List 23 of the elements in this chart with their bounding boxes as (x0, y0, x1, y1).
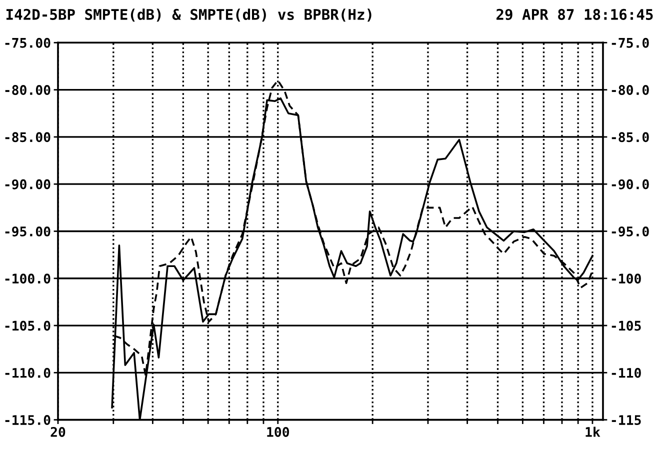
y2-tick-label: -80.0 (612, 85, 649, 95)
y-tick-label: -75.00 (5, 38, 50, 48)
x-tick-label: 20 (50, 426, 66, 437)
y2-tick-label: -105 (612, 320, 641, 331)
y-tick-label: -95.00 (5, 226, 50, 236)
x-tick-label: 1k (586, 426, 600, 437)
y-tick-label: -85.00 (5, 132, 50, 142)
y2-tick-label: -100 (612, 274, 641, 284)
y-tick-label: -80.00 (5, 85, 50, 95)
y-tick-label: -105.0 (5, 320, 50, 331)
y2-tick-label: -95.0 (612, 226, 649, 236)
y2-tick-label: -115 (612, 415, 641, 426)
y-tick-label: -115.0 (5, 415, 50, 426)
y2-tick-label: -110 (612, 368, 641, 378)
y2-tick-label: -90.0 (612, 179, 649, 190)
y2-tick-label: -75.0 (612, 38, 649, 48)
y-tick-label: -110.0 (5, 368, 50, 378)
chart-title: I42D-5BP SMPTE(dB) & SMPTE(dB) vs BPBR(Hz) (6, 8, 372, 22)
x-tick-label: 100 (267, 426, 290, 437)
y-tick-label: -90.00 (5, 179, 50, 190)
y2-tick-label: -85.0 (612, 132, 649, 142)
y-tick-label: -100.0 (5, 274, 50, 284)
chart-subtitle: 29 APR 87 18:16:45 (496, 8, 653, 20)
